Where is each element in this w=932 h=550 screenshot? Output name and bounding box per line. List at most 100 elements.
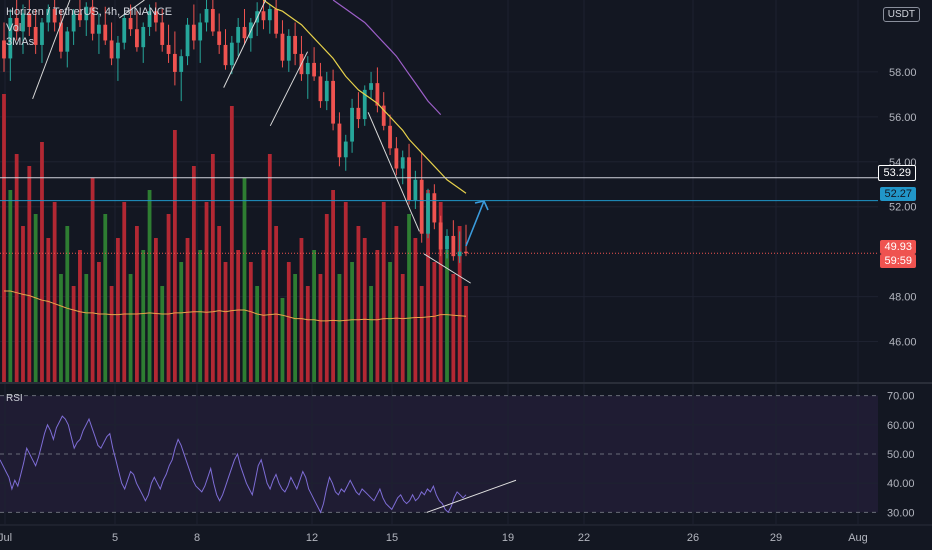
candle-body [464, 251, 468, 254]
candle-body [27, 13, 32, 27]
rsi-axis-tick: 60.00 [887, 420, 915, 432]
candle-body [381, 105, 386, 126]
volume-bar [217, 226, 222, 382]
candle-body [280, 33, 285, 61]
candle-body [179, 56, 184, 72]
candle-body [78, 13, 82, 21]
volume-bar [312, 250, 317, 382]
rsi-axis-tick: 70.00 [887, 391, 915, 403]
candle-body [33, 26, 38, 45]
candle-body [59, 22, 63, 52]
price-line-badge-53[interactable]: 53.29 [878, 165, 916, 181]
candle-body [356, 107, 361, 120]
time-axis-tick: 29 [770, 532, 782, 544]
candle-body [109, 40, 114, 59]
volume-bar [362, 238, 367, 382]
volume-bar [343, 202, 348, 382]
volume-bar [90, 178, 95, 382]
candle-body [141, 26, 146, 48]
candle-body [369, 83, 373, 90]
volume-bar [299, 238, 304, 382]
volume-bar [210, 154, 215, 382]
candle-body [160, 22, 165, 45]
volume-bar [413, 238, 418, 382]
price-axis-tick: 46.00 [889, 337, 917, 349]
volume-bar [388, 262, 392, 382]
candle-body [71, 13, 76, 32]
candle-body [413, 179, 418, 200]
rsi-axis-tick: 50.00 [887, 449, 915, 461]
time-axis-tick: 15 [386, 532, 398, 544]
candle-body [147, 11, 152, 27]
candle-body [223, 44, 228, 66]
currency-button[interactable]: USDT [882, 7, 920, 22]
candle-body [210, 8, 215, 32]
volume-bar [153, 238, 158, 382]
volume-bar [27, 166, 32, 382]
volume-bar [464, 286, 468, 382]
candle-body [84, 6, 89, 21]
volume-bar [52, 202, 57, 382]
candle-body [267, 8, 272, 21]
candle-body [14, 17, 19, 32]
bar-countdown-badge: 59:59 [880, 254, 916, 268]
volume-bar [337, 274, 342, 382]
trendline [423, 253, 471, 284]
time-axis-tick: 8 [194, 532, 200, 544]
candle-body [419, 179, 424, 234]
candle-body [229, 42, 234, 66]
volume-bar [255, 286, 260, 382]
candle-body [153, 11, 158, 23]
volume-bar [229, 106, 234, 382]
volume-bar [248, 262, 253, 382]
time-axis-tick: 22 [578, 532, 590, 544]
volume-bar [369, 286, 373, 382]
volume-bar [274, 226, 279, 382]
price-axis-tick: 58.00 [889, 67, 917, 79]
volume-bar [305, 286, 310, 382]
price-line-badge-52[interactable]: 52.27 [880, 187, 916, 201]
candle-body [312, 62, 317, 77]
candle-body [21, 13, 25, 32]
volume-bar [116, 238, 120, 382]
candle-body [375, 83, 380, 106]
ma-purple-line [332, 0, 442, 116]
volume-bar [160, 286, 165, 382]
candle-body [400, 157, 405, 169]
volume-bar [191, 166, 196, 382]
volume-bar [97, 262, 101, 382]
volume-bar [438, 202, 443, 382]
candle-body [457, 251, 462, 257]
rsi-trendline [426, 479, 517, 513]
rsi-line [0, 415, 467, 514]
candle-body [65, 31, 70, 52]
ma-yellow-line [263, 0, 467, 194]
price-axis-tick: 56.00 [889, 112, 917, 124]
candle-body [204, 8, 209, 23]
volume-bar [8, 190, 13, 382]
moving-averages-indicator-label[interactable]: 3MAs [6, 36, 35, 48]
rsi-indicator-label[interactable]: RSI [6, 393, 23, 404]
volume-bar [286, 262, 291, 382]
volume-bar [166, 214, 171, 382]
candle-body [40, 22, 44, 45]
volume-bar [179, 262, 184, 382]
candle-body [191, 24, 196, 41]
candle-body [135, 29, 139, 48]
volume-bar [109, 286, 114, 382]
candle-body [166, 44, 171, 54]
volume-bar [407, 214, 411, 382]
volume-bar [103, 214, 108, 382]
volume-bar [14, 154, 19, 382]
volume-bar [400, 274, 405, 382]
time-axis-tick: Jul [0, 532, 12, 544]
volume-bar [147, 190, 152, 382]
trendline [32, 0, 71, 100]
candle-body [103, 24, 108, 41]
volume-bar [59, 274, 63, 382]
volume-indicator-label[interactable]: Vol [6, 22, 22, 34]
candle-body [394, 148, 399, 169]
volume-bar [381, 202, 386, 382]
